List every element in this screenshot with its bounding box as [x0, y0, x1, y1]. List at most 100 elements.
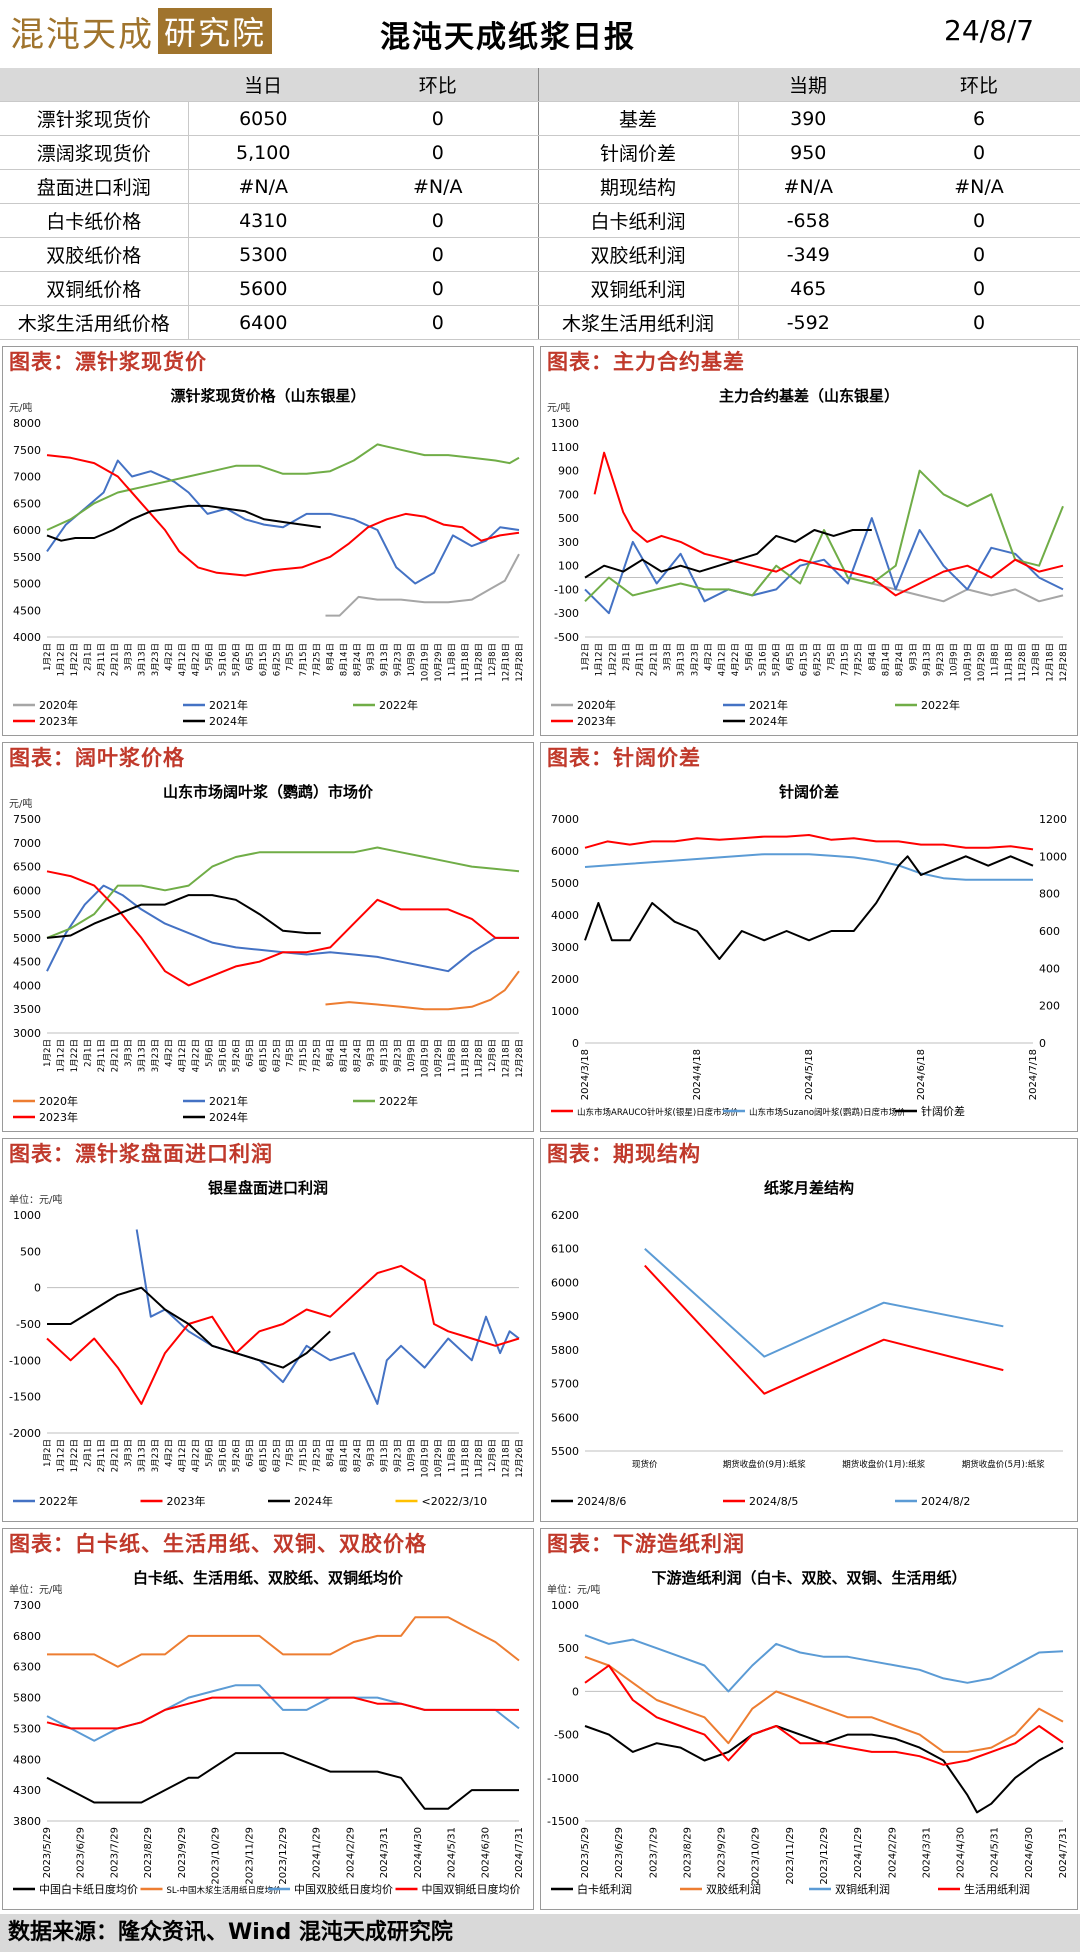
summary-row: 漂针浆现货价 6050 0 基差 390 6	[0, 101, 1080, 136]
y-tick-label: 7500	[13, 444, 41, 457]
legend-label: <2022/3/10	[422, 1495, 488, 1508]
x-tick-label: 1月2日	[43, 1439, 53, 1467]
series-line	[46, 1264, 520, 1405]
x-tick-label: 8月14日	[340, 643, 350, 676]
x-tick-label: 8月4日	[326, 1039, 336, 1067]
y-tick-label: 4500	[13, 956, 41, 969]
y-tick-label: 2000	[551, 973, 579, 986]
x-tick-label: 11月18日	[461, 1439, 471, 1478]
report-date: 24/8/7	[944, 14, 1035, 47]
series-line	[46, 1752, 519, 1810]
x-tick-label: 8月4日	[868, 643, 878, 671]
x-tick-label: 1月22日	[70, 1439, 80, 1472]
summary-row: 双铜纸价格 5600 0 双铜纸利润 465 0	[0, 271, 1080, 306]
x-tick-label: 11月18日	[1004, 643, 1014, 682]
x-tick-label: 5月26日	[232, 643, 242, 676]
x-tick-label: 3月23日	[690, 643, 700, 676]
summary-value-cell: 0	[878, 237, 1080, 272]
legend-label: 中国白卡纸日度均价	[39, 1882, 138, 1896]
series-line	[47, 1286, 331, 1369]
y-tick-label: -1000	[547, 1772, 579, 1785]
x-tick-label: 2023/9/29	[717, 1827, 728, 1878]
y-tick-label: -1000	[9, 1354, 41, 1367]
x-tick-label: 8月24日	[353, 643, 363, 676]
y-tick-label: -100	[554, 583, 579, 596]
x-tick-label: 3月13日	[137, 643, 147, 676]
x-tick-label: 3月23日	[151, 643, 161, 676]
x-tick-label: 7月5日	[286, 1439, 296, 1467]
x-tick-label: 11月8日	[991, 643, 1001, 676]
x-tick-label: 3月23日	[151, 1439, 161, 1472]
series-line	[46, 1684, 520, 1742]
x-tick-label: 6月15日	[259, 643, 269, 676]
x-tick-label: 3月13日	[677, 643, 687, 676]
y-tick-label: 6000	[551, 845, 579, 858]
x-tick-label: 9月3日	[367, 1039, 377, 1067]
chart-title: 纸浆月差结构	[764, 1179, 854, 1197]
y-tick-label: 8000	[13, 417, 41, 430]
x-tick-label: 5月6日	[205, 1039, 215, 1067]
x-tick-label: 2023/12/29	[278, 1827, 289, 1885]
x-tick-label: 11月8日	[448, 1439, 458, 1472]
x-tick-label: 9月13日	[380, 1439, 390, 1472]
x-tick-label: 3月3日	[124, 1439, 134, 1467]
x-category-label: 期货收盘价(5月):纸浆	[962, 1459, 1045, 1470]
x-tick-label: 11月8日	[448, 1039, 458, 1072]
x-tick-label: 7月25日	[854, 643, 864, 676]
y-tick-label: 6800	[13, 1630, 41, 1643]
x-tick-label: 11月28日	[475, 1439, 485, 1478]
x-tick-label: 2月1日	[83, 1039, 93, 1067]
x-tick-label: 1月12日	[56, 1039, 66, 1072]
x-tick-label: 6月5日	[245, 643, 255, 671]
chart-svg: 下游造纸利润（白卡、双胶、双铜、生活用纸） 单位：元/吨 -1500 -1000 -50…	[547, 1569, 1069, 1896]
summary-label-cell: 盘面进口利润	[0, 169, 189, 204]
y-tick-label: 4500	[13, 604, 41, 617]
y-tick-label: -1500	[547, 1815, 579, 1828]
legend-label: 白卡纸利润	[577, 1882, 632, 1896]
x-tick-label: 4月22日	[191, 1439, 201, 1472]
y2-tick-label: 1000	[1039, 850, 1067, 863]
x-tick-label: 9月23日	[394, 1439, 404, 1472]
x-tick-label: 3月3日	[124, 1039, 134, 1067]
y-tick-label: 3500	[13, 1003, 41, 1016]
section-title: 图表：期现结构	[547, 1142, 701, 1166]
chart-svg: 针阔价差 0 1000 2000 3000 4000 5000 6000 7000 0 200 400…	[551, 783, 1067, 1118]
y-tick-label: 5000	[13, 932, 41, 945]
x-tick-label: 9月13日	[922, 643, 932, 676]
x-tick-label: 9月13日	[380, 1039, 390, 1072]
y-tick-label: 3000	[13, 1027, 41, 1040]
legend-label: 2024年	[209, 1110, 248, 1124]
x-tick-label: 1月2日	[581, 643, 591, 671]
summary-value-cell: 5300	[188, 237, 338, 272]
x-tick-label: 7月5日	[286, 643, 296, 671]
chart-panel-c7: 图表：白卡纸、生活用纸、双铜、双胶价格 白卡纸、生活用纸、双胶纸、双铜纸均价 单位：…	[2, 1528, 534, 1910]
summary-value-cell: 0	[878, 271, 1080, 306]
y-tick-label: 7000	[13, 471, 41, 484]
y-tick-label: -1500	[9, 1391, 41, 1404]
y-tick-label: 4300	[13, 1784, 41, 1797]
summary-label-cell: 白卡纸利润	[538, 203, 739, 238]
legend-label: 2024年	[294, 1494, 333, 1508]
summary-header-cell: 当日	[188, 68, 338, 102]
x-tick-label: 10月9日	[407, 643, 417, 676]
x-tick-label: 2024/1/29	[312, 1827, 323, 1878]
x-tick-label: 9月13日	[380, 643, 390, 676]
x-tick-label: 12月28日	[1059, 643, 1069, 682]
x-tick-label: 10月29日	[977, 643, 987, 682]
x-tick-label: 2023/7/29	[109, 1827, 120, 1878]
x-tick-label: 2024/2/29	[345, 1827, 356, 1878]
x-tick-label: 2023/10/29	[211, 1827, 222, 1885]
series-line	[584, 469, 1064, 603]
y-tick-label: 6000	[551, 1276, 579, 1289]
series-line	[593, 451, 1064, 597]
summary-value-cell: 0	[338, 305, 539, 340]
summary-value-cell: 6050	[188, 101, 338, 136]
summary-label-cell: 针阔价差	[538, 135, 739, 170]
x-tick-label: 2023/12/29	[819, 1827, 830, 1885]
x-tick-label: 6月15日	[800, 643, 810, 676]
legend-label: 2022年	[379, 1094, 418, 1108]
x-tick-label: 8月24日	[353, 1439, 363, 1472]
x-tick-label: 2月1日	[83, 643, 93, 671]
x-tick-label: 2月1日	[83, 1439, 93, 1467]
